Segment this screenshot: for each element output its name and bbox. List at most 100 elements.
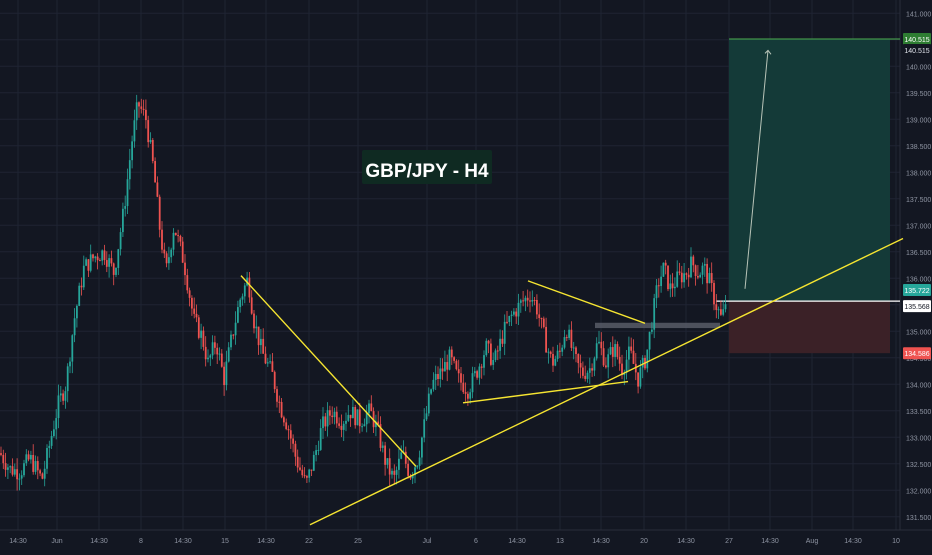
candle-body — [20, 475, 23, 479]
candle-body — [207, 357, 209, 360]
candle-body — [563, 337, 566, 348]
candle-body — [214, 342, 216, 348]
candle-body — [117, 249, 120, 268]
candle-body — [646, 349, 649, 369]
candle-body — [299, 467, 301, 470]
candle-body — [588, 368, 591, 373]
candle-body — [280, 402, 283, 418]
candle-body — [701, 265, 704, 275]
candle-body — [204, 346, 207, 360]
candle-body — [395, 469, 398, 475]
candle-body — [430, 389, 432, 394]
candle-body — [294, 443, 297, 457]
candle-body — [554, 358, 557, 366]
candle-body — [163, 249, 166, 254]
candle-body — [432, 379, 435, 390]
candle-body — [407, 463, 409, 476]
candle-body — [439, 368, 442, 379]
candle-body — [276, 389, 278, 402]
candle-body — [16, 469, 18, 480]
candle-body — [306, 476, 308, 478]
candle-body — [605, 365, 607, 368]
candle-body — [630, 346, 633, 351]
target-arrow-line — [744, 50, 769, 289]
candle-body — [621, 363, 623, 376]
candle-body — [158, 196, 161, 230]
candle-body — [542, 318, 545, 327]
candle-body — [76, 305, 78, 319]
candle-body — [126, 179, 129, 207]
candle-body — [48, 445, 51, 449]
candle-body — [25, 454, 28, 464]
candle-body — [329, 410, 331, 416]
x-tick-label: 14:30 — [677, 538, 695, 545]
candle-body — [161, 229, 163, 250]
candle-body — [85, 259, 87, 266]
candle-body — [384, 445, 386, 465]
candle-body — [671, 283, 674, 289]
y-tick-label: 139.000 — [906, 117, 931, 124]
candle-body — [485, 340, 488, 356]
y-tick-label: 133.500 — [906, 409, 931, 416]
candle-body — [409, 475, 412, 479]
candle-body — [57, 395, 60, 419]
candle-body — [423, 419, 426, 438]
candle-body — [572, 347, 575, 349]
candle-body — [322, 416, 324, 429]
candle-body — [531, 300, 534, 302]
candle-body — [690, 256, 692, 278]
candle-body — [73, 318, 76, 336]
candle-body — [354, 406, 357, 426]
candle-body — [89, 254, 92, 271]
candle-body — [421, 437, 423, 458]
candle-body — [331, 415, 334, 418]
candle-body — [404, 451, 407, 464]
candle-body — [717, 309, 720, 311]
candle-body — [522, 300, 524, 302]
candle-body — [556, 350, 559, 359]
candle-body — [657, 285, 660, 287]
candle-body — [427, 393, 430, 414]
candle-body — [269, 361, 271, 363]
candle-body — [7, 467, 9, 470]
candle-body — [494, 350, 497, 360]
candle-body — [510, 314, 513, 316]
candle-body — [147, 120, 150, 143]
candle-body — [368, 403, 370, 414]
target-zone — [729, 38, 890, 302]
candle-body — [356, 409, 359, 426]
candle-body — [193, 308, 196, 314]
candle-body — [609, 347, 612, 355]
candle-body — [218, 353, 221, 355]
candle-body — [515, 311, 518, 317]
candle-body — [50, 436, 53, 446]
candle-body — [340, 425, 343, 430]
candle-body — [140, 106, 143, 109]
candle-body — [375, 421, 377, 428]
candle-body — [315, 450, 317, 455]
candle-body — [239, 299, 242, 308]
candle-body — [437, 373, 439, 379]
candle-body — [80, 285, 83, 288]
candle-body — [168, 257, 170, 264]
candle-body — [480, 366, 483, 368]
candle-body — [641, 357, 644, 368]
candle-body — [131, 141, 133, 161]
candle-body — [625, 359, 628, 373]
candle-body — [393, 470, 396, 475]
candle-body — [676, 271, 679, 287]
candle-body — [62, 393, 64, 401]
candle-body — [425, 413, 428, 420]
candle-body — [611, 347, 614, 357]
candle-body — [66, 366, 69, 392]
candle-body — [561, 347, 564, 352]
candle-body — [338, 423, 340, 426]
candle-body — [540, 318, 543, 320]
candle-body — [289, 430, 292, 439]
candle-body — [324, 416, 327, 427]
target-top-label-bg — [903, 32, 931, 45]
candle-body — [345, 420, 347, 424]
y-tick-label: 134.500 — [906, 356, 931, 363]
